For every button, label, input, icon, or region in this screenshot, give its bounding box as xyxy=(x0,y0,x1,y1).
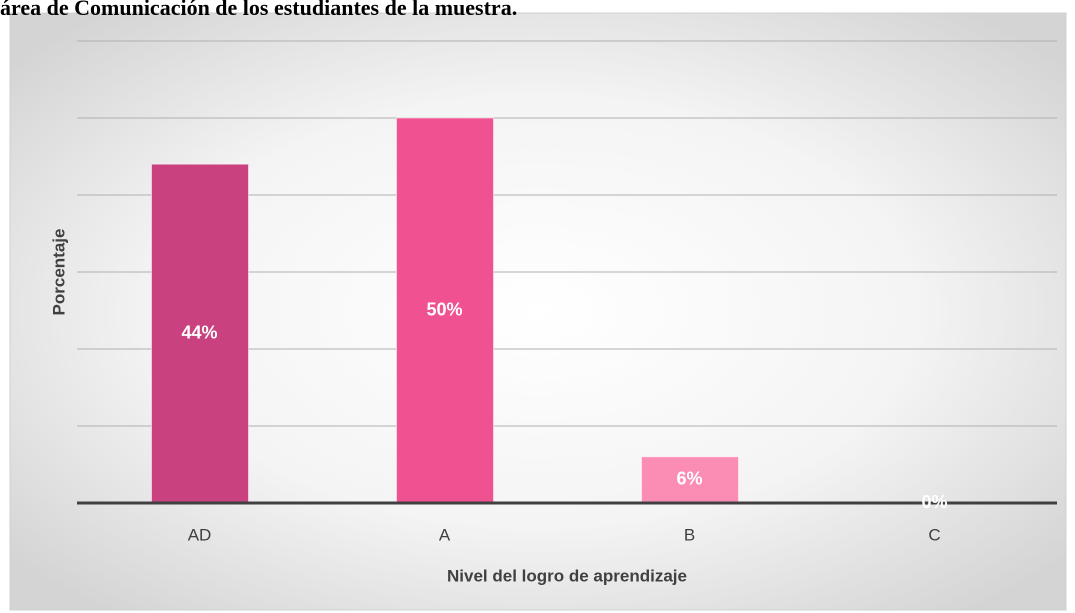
x-tick-label: C xyxy=(928,525,940,544)
bar xyxy=(641,456,739,504)
y-axis-title: Porcentaje xyxy=(49,229,68,316)
bar xyxy=(396,117,494,504)
data-label: 50% xyxy=(426,299,462,319)
data-label: 6% xyxy=(676,469,702,489)
x-tick-label: B xyxy=(684,525,695,544)
x-tick-label: AD xyxy=(188,525,212,544)
data-label: 0% xyxy=(921,492,947,512)
x-tick-label: A xyxy=(439,525,451,544)
chart-title: área de Comunicación de los estudiantes … xyxy=(0,0,517,20)
bar xyxy=(151,163,249,504)
x-axis-title: Nivel del logro de aprendizaje xyxy=(447,566,687,585)
data-label: 44% xyxy=(181,322,217,342)
